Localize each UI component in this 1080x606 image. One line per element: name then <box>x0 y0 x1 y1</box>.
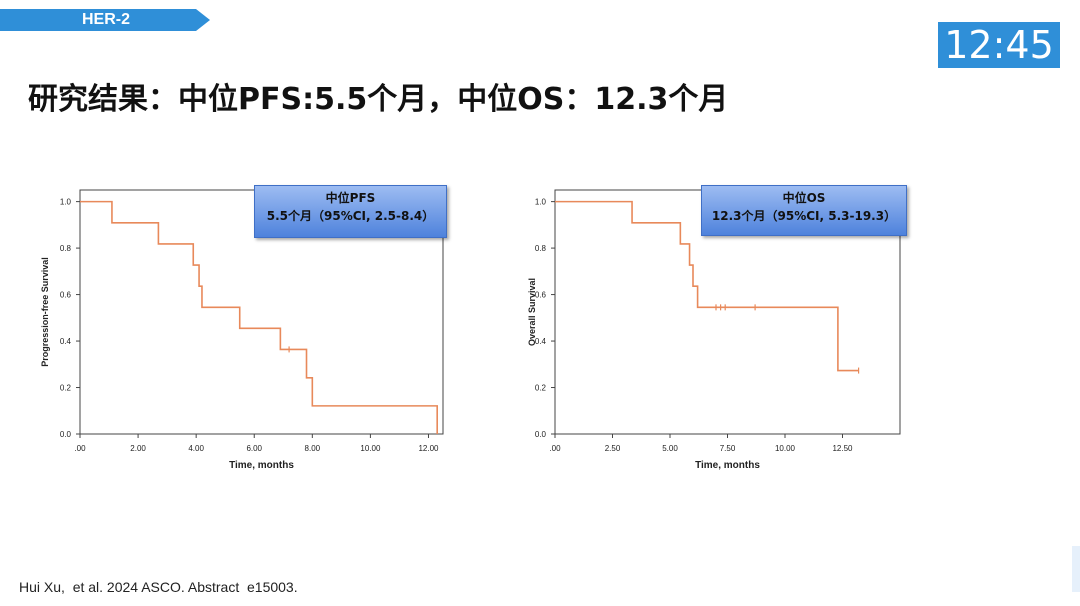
x-tick-label: 2.00 <box>130 444 146 453</box>
y-tick-label: 0.4 <box>535 337 547 346</box>
survival-step-curve <box>80 200 438 434</box>
y-tick-label: 0.6 <box>535 291 547 300</box>
y-tick-label: 0.2 <box>535 384 547 393</box>
x-axis-title: Time, months <box>229 460 294 471</box>
median-pfs-value: 5.5个月（95%CI, 2.5-8.4） <box>266 209 435 223</box>
section-tag-label: HER-2 <box>82 11 131 28</box>
y-tick-label: 0.2 <box>60 384 72 393</box>
citation: Hui Xu, et al. 2024 ASCO. Abstract e1500… <box>19 579 298 595</box>
median-os-annotation: 中位OS 12.3个月（95%CI, 5.3-19.3） <box>701 185 907 236</box>
median-pfs-annotation: 中位PFS 5.5个月（95%CI, 2.5-8.4） <box>254 185 447 238</box>
x-tick-label: 7.50 <box>720 444 736 453</box>
y-tick-label: 0.4 <box>60 337 72 346</box>
x-axis-title: Time, months <box>695 460 760 471</box>
y-axis-title: Overall Survival <box>527 278 537 346</box>
pfs-kaplan-meier-chart: .00 2.00 4.00 6.00 8.00 10.00 12.00 0.0 0.2 0.4 0.… <box>40 189 444 471</box>
y-tick-label: 0.0 <box>535 430 547 439</box>
page-edge-decoration <box>1072 546 1080 592</box>
x-tick-label: 4.00 <box>188 444 204 453</box>
section-tag: HER-2 <box>0 9 210 31</box>
x-tick-label: 12.50 <box>832 444 853 453</box>
y-tick-label: 0.8 <box>60 244 72 253</box>
median-os-value: 12.3个月（95%CI, 5.3-19.3） <box>711 209 897 223</box>
y-tick-label: 0.8 <box>535 244 547 253</box>
x-tick-label: 6.00 <box>246 444 262 453</box>
x-tick-label: .00 <box>549 444 561 453</box>
survival-step-curve <box>555 200 859 372</box>
x-tick-label: .00 <box>74 444 86 453</box>
os-kaplan-meier-chart: .00 2.50 5.00 7.50 10.00 12.50 0.0 0.2 0.4 0.6 0.8… <box>527 189 901 471</box>
y-tick-label: 1.0 <box>60 198 72 207</box>
y-tick-label: 1.0 <box>535 198 547 207</box>
x-tick-label: 12.00 <box>418 444 439 453</box>
x-tick-label: 10.00 <box>775 444 796 453</box>
y-tick-label: 0.6 <box>60 291 72 300</box>
median-os-label: 中位OS <box>782 191 826 205</box>
y-axis-title: Progression-free Survival <box>40 257 50 367</box>
x-tick-label: 10.00 <box>360 444 381 453</box>
page-title: 研究结果：中位PFS:5.5个月，中位OS：12.3个月 <box>28 82 729 117</box>
countdown-timer: 12:45 <box>938 22 1060 68</box>
x-tick-label: 2.50 <box>605 444 621 453</box>
median-pfs-label: 中位PFS <box>325 191 376 205</box>
x-tick-label: 5.00 <box>662 444 678 453</box>
y-tick-label: 0.0 <box>60 430 72 439</box>
x-tick-label: 8.00 <box>305 444 321 453</box>
